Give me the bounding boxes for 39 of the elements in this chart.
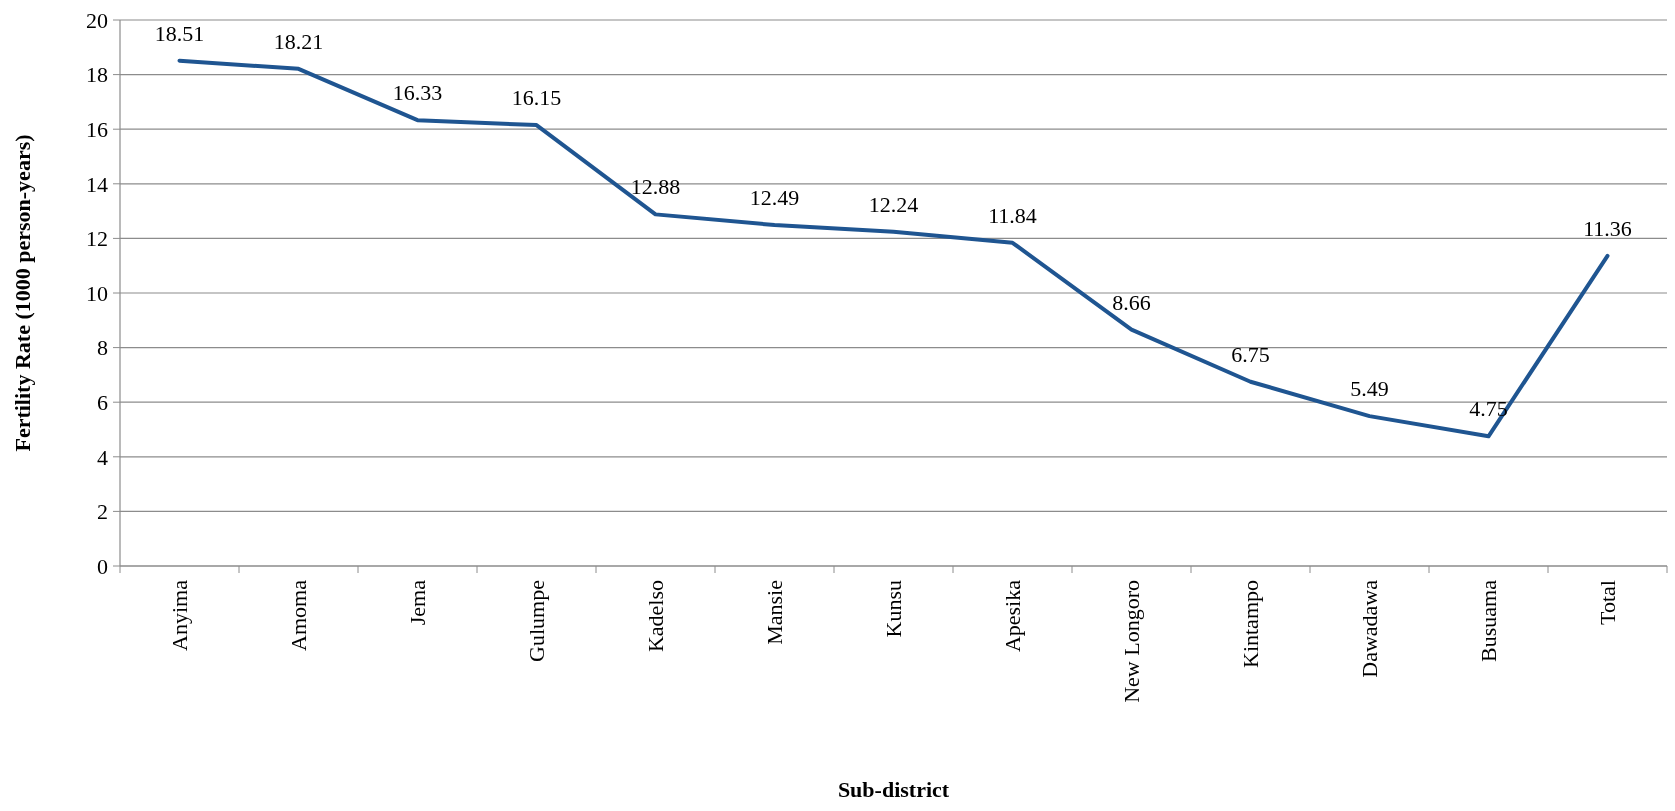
x-tick-label: Gulumpe xyxy=(524,580,550,662)
data-label: 18.21 xyxy=(273,28,324,54)
x-tick-label: New Longoro xyxy=(1119,580,1145,703)
y-tick-label: 14 xyxy=(86,171,108,197)
x-tick-label: Total xyxy=(1595,580,1621,625)
x-tick-label: Apesika xyxy=(1000,579,1026,653)
x-tick-label: Kadelso xyxy=(643,580,669,653)
y-tick-label: 20 xyxy=(86,7,108,33)
y-tick-label: 0 xyxy=(97,553,108,579)
x-tick-label: Mansie xyxy=(762,580,788,645)
x-tick-label: Kintampo xyxy=(1238,580,1264,668)
y-tick-label: 16 xyxy=(86,116,108,142)
data-label: 11.84 xyxy=(988,202,1037,228)
y-axis-title: Fertility Rate (1000 person-years) xyxy=(10,134,35,452)
data-label: 6.75 xyxy=(1231,341,1270,367)
data-label: 16.15 xyxy=(511,85,562,111)
x-tick-label: Amoma xyxy=(286,579,312,651)
x-axis-title: Sub-district xyxy=(837,777,950,802)
x-tick-label: Kunsu xyxy=(881,580,907,638)
y-tick-label: 12 xyxy=(86,226,108,252)
y-tick-label: 2 xyxy=(97,499,108,525)
y-tick-label: 6 xyxy=(97,389,108,415)
data-label: 12.24 xyxy=(868,191,919,217)
data-label: 5.49 xyxy=(1350,376,1389,402)
data-label: 8.66 xyxy=(1112,289,1151,315)
x-tick-label: Busuama xyxy=(1476,579,1502,662)
x-tick-label: Anyima xyxy=(167,579,193,651)
data-label: 4.75 xyxy=(1469,396,1508,422)
data-label: 16.33 xyxy=(392,80,443,106)
y-tick-label: 10 xyxy=(86,280,108,306)
x-tick-label: Jema xyxy=(405,579,431,626)
x-tick-label: Dawadawa xyxy=(1357,579,1383,678)
data-label: 12.88 xyxy=(630,174,681,200)
y-tick-label: 8 xyxy=(97,335,108,361)
data-label: 12.49 xyxy=(749,185,800,211)
data-label: 18.51 xyxy=(154,20,205,46)
y-tick-label: 18 xyxy=(86,62,108,88)
y-tick-label: 4 xyxy=(97,444,108,470)
data-label: 11.36 xyxy=(1583,215,1632,241)
